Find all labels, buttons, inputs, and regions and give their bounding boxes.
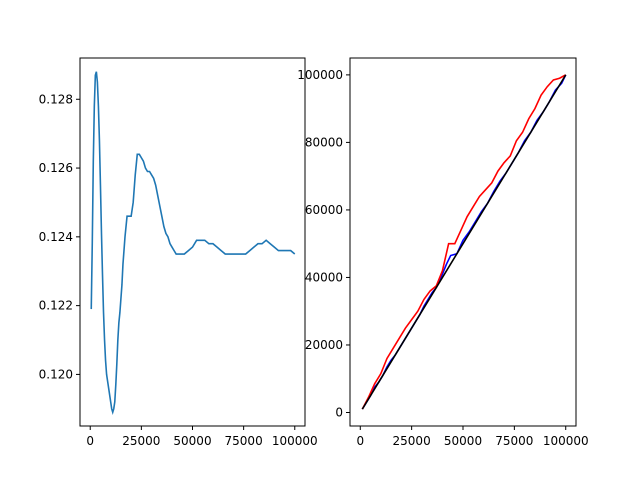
right-y-tick-label: 0: [335, 405, 343, 419]
left-y-tick-label: 0.120: [39, 367, 73, 381]
right-x-tick-label: 100000: [543, 434, 589, 448]
left-plot-area: [79, 57, 306, 427]
left-x-tick-label: 25000: [122, 434, 160, 448]
right-x-tick-label: 50000: [444, 434, 482, 448]
right-x-tick-label: 0: [356, 434, 364, 448]
right-y-tick-label: 40000: [305, 270, 343, 284]
right-series-line-2: [361, 74, 567, 410]
right-series-line-1: [361, 74, 567, 410]
right-x-tick-label: 25000: [393, 434, 431, 448]
left-series-line-0: [90, 71, 296, 416]
right-y-tick-label: 20000: [305, 338, 343, 352]
left-x-tick-label: 75000: [225, 434, 263, 448]
left-x-tick-label: 50000: [173, 434, 211, 448]
right-y-tick-label: 60000: [305, 203, 343, 217]
right-x-tick-label: 75000: [495, 434, 533, 448]
left-chart-panel: 0 25000 50000 75000 100000 0.120 0.122 0.124 0.1…: [39, 57, 318, 448]
left-x-tick-label: 100000: [272, 434, 318, 448]
left-y-tick-label: 0.124: [39, 230, 73, 244]
right-y-tick-label: 100000: [297, 68, 343, 82]
left-y-tick-label: 0.126: [39, 161, 73, 175]
left-x-tick-label: 0: [86, 434, 94, 448]
right-chart-panel: 0 25000 50000 75000 100000 0 20000 40000 60000 80…: [297, 57, 589, 448]
left-y-tick-label: 0.122: [39, 299, 73, 313]
right-y-tick-label: 80000: [305, 135, 343, 149]
left-y-tick-label: 0.128: [39, 92, 73, 106]
